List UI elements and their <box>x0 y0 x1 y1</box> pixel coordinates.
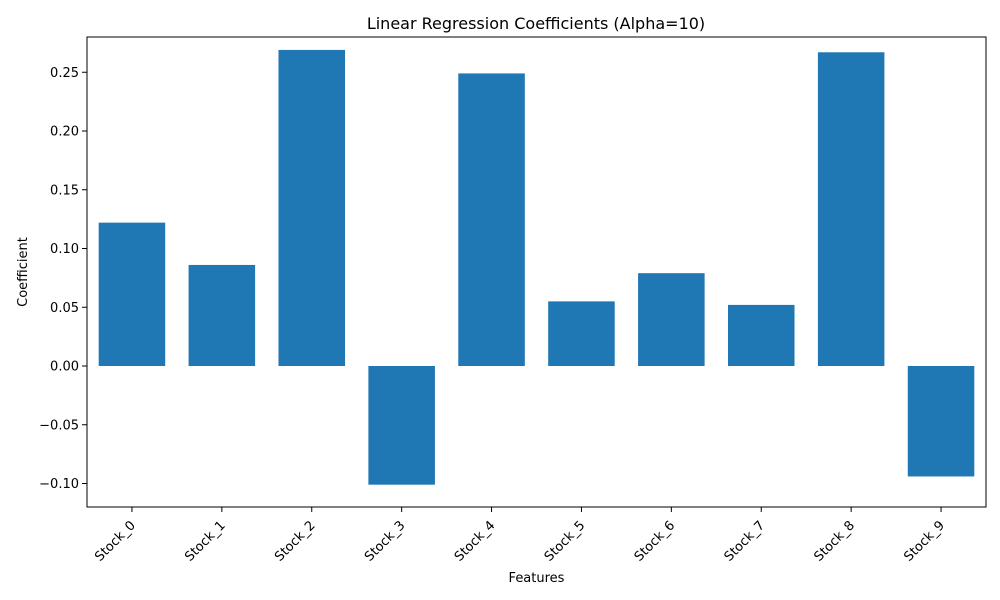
bar-stock-2 <box>278 49 346 367</box>
x-axis-label: Features <box>509 571 565 586</box>
chart-title: Linear Regression Coefficients (Alpha=10… <box>367 14 705 33</box>
y-axis: −0.10 −0.05 0.00 0.05 0.10 0.15 0.20 0.25 <box>39 66 87 492</box>
bar-stock-8 <box>817 52 885 367</box>
y-tick-label: 0.05 <box>50 301 79 316</box>
y-tick-label: 0.15 <box>50 183 79 198</box>
y-axis-label: Coefficient <box>16 237 31 307</box>
y-tick-label: −0.10 <box>39 477 79 492</box>
bar-stock-3 <box>368 366 435 485</box>
y-tick-label: 0.20 <box>50 125 79 140</box>
y-tick-label: 0.10 <box>50 242 79 257</box>
bar-stock-9 <box>907 366 975 477</box>
bar-stock-1 <box>188 264 256 366</box>
plot-area-frame <box>86 36 987 508</box>
y-tick-label: 0.25 <box>50 66 79 81</box>
bar-stock-5 <box>548 301 615 366</box>
y-tick-label: 0.00 <box>50 360 79 375</box>
bar-stock-4 <box>458 73 525 367</box>
bar-series <box>98 49 975 485</box>
bar-stock-0 <box>98 222 166 366</box>
y-tick-label: −0.05 <box>39 418 79 433</box>
bar-stock-6 <box>638 273 705 366</box>
bar-stock-7 <box>727 304 795 366</box>
